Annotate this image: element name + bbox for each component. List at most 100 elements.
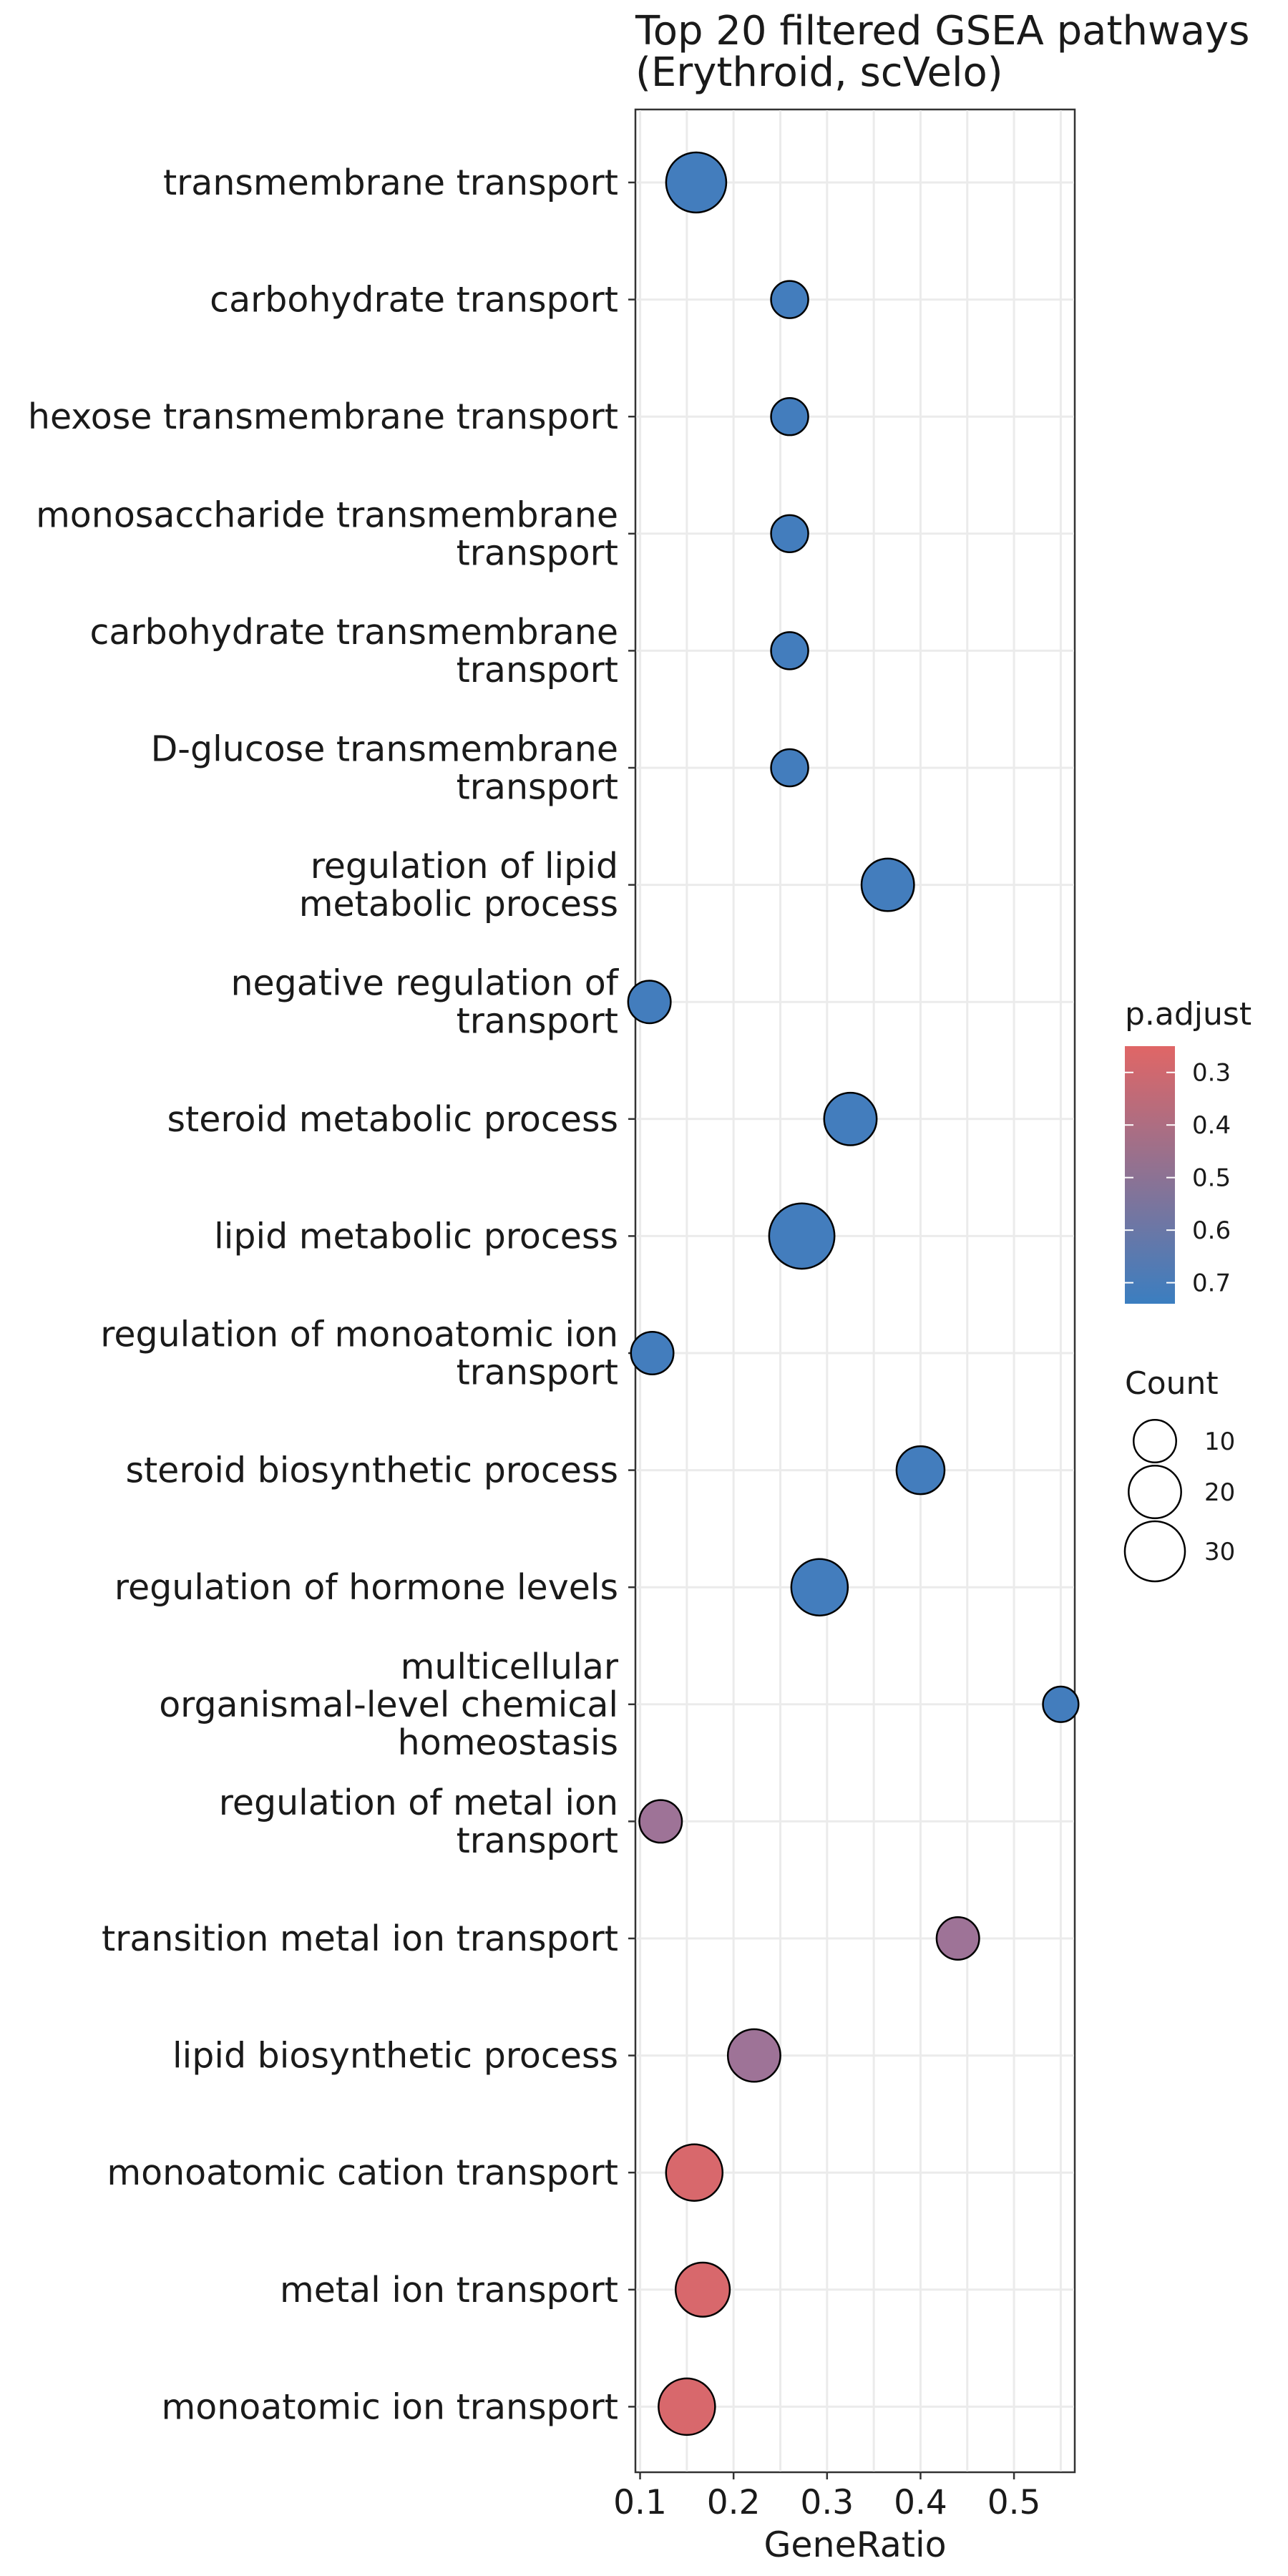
y-axis-label-line: monoatomic ion transport [162, 2386, 618, 2427]
y-axis-label-line: metal ion transport [280, 2270, 618, 2311]
color-legend-tick-label: 0.3 [1192, 1059, 1231, 1088]
y-axis-label-line: negative regulation of [230, 963, 619, 1004]
y-axis-label: lipid metabolic process [214, 1216, 618, 1257]
y-axis-label-line: regulation of hormone levels [114, 1567, 618, 1608]
y-axis-label: transmembrane transport [163, 162, 618, 203]
y-axis-label: monoatomic cation transport [107, 2152, 618, 2193]
size-legend-label: 10 [1204, 1428, 1235, 1456]
data-point [895, 1445, 946, 1496]
chart-title-line: (Erythroid, scVelo) [635, 49, 1003, 96]
y-axis-label-line: organismal-level chemical [159, 1684, 618, 1725]
y-axis-label-line: transport [457, 532, 618, 573]
data-point [770, 396, 809, 436]
y-axis-label-line: monoatomic cation transport [107, 2152, 618, 2193]
y-axis-label-line: multicellular [401, 1646, 619, 1687]
data-point [790, 1558, 849, 1616]
chart-title: Top 20 filtered GSEA pathways(Erythroid,… [635, 8, 1249, 96]
y-axis-label-line: lipid biosynthetic process [172, 2036, 618, 2077]
y-axis-label-line: transmembrane transport [163, 162, 618, 203]
chart-title-line: Top 20 filtered GSEA pathways [635, 8, 1249, 54]
y-axis-label-line: D-glucose transmembrane [151, 729, 618, 770]
data-point [770, 514, 809, 554]
y-axis-label-line: transport [457, 1352, 618, 1393]
color-legend: p.adjust 0.3 0.4 0.5 0.6 0.7 [1125, 996, 1252, 1304]
data-point [823, 1091, 878, 1146]
y-axis-label: lipid biosynthetic process [172, 2036, 618, 2077]
size-legend-circle [1123, 1520, 1186, 1583]
y-axis-label-line: transport [457, 650, 618, 691]
data-point [1042, 1685, 1080, 1723]
color-legend-tick-label: 0.7 [1192, 1269, 1231, 1298]
y-axis-label: monoatomic ion transport [162, 2386, 618, 2427]
y-axis-label: transition metal ion transport [102, 1918, 618, 1959]
data-point [770, 748, 809, 788]
y-axis-label-line: carbohydrate transport [210, 280, 618, 321]
y-axis-label-line: regulation of monoatomic ion [100, 1314, 618, 1355]
data-point [658, 2377, 716, 2436]
color-legend-title: p.adjust [1125, 996, 1252, 1033]
y-axis-label-line: transport [457, 767, 618, 808]
y-axis-label-line: lipid metabolic process [214, 1216, 618, 1257]
y-axis-label-line: steroid metabolic process [167, 1099, 618, 1140]
size-legend-circle [1128, 1465, 1182, 1519]
y-axis-label: negative regulation of transport [230, 963, 619, 1042]
y-axis-label-line: regulation of metal ion [219, 1782, 618, 1823]
data-point [860, 857, 915, 912]
y-axis-label-line: homeostasis [398, 1722, 618, 1763]
y-axis-label: steroid biosynthetic process [125, 1450, 618, 1491]
size-legend-circle [1132, 1418, 1178, 1464]
data-point [674, 2261, 731, 2318]
y-axis-label-line: carbohydrate transmembrane [89, 612, 618, 653]
y-axis-label-line: transport [457, 1820, 618, 1861]
y-axis-label: steroid metabolic process [167, 1099, 618, 1140]
data-point [935, 1916, 980, 1961]
size-legend-label: 20 [1204, 1478, 1235, 1507]
data-point [665, 2143, 724, 2202]
y-axis-label: carbohydrate transmembrane transport [89, 612, 618, 691]
y-axis-labels: transmembrane transport carbohydrate tran… [28, 162, 620, 2427]
data-point [627, 980, 672, 1025]
y-axis-label: D-glucose transmembrane transport [151, 729, 618, 808]
data-point [726, 2028, 781, 2083]
color-legend-tick-label: 0.4 [1192, 1111, 1231, 1140]
y-axis-label: regulation of lipid metabolic process [299, 846, 618, 924]
y-axis-ticks [628, 181, 635, 2408]
data-point [665, 151, 728, 214]
x-axis: 0.1 0.2 0.3 0.4 0.5 GeneRatio [613, 2472, 1040, 2565]
data-point [770, 280, 809, 319]
y-axis-label-line: monosaccharide transmembrane [36, 494, 618, 535]
y-axis-label-line: hexose transmembrane transport [28, 396, 618, 437]
size-legend: Count 10 20 30 [1123, 1365, 1235, 1583]
size-legend-title: Count [1125, 1365, 1219, 1402]
color-legend-tick-label: 0.5 [1192, 1164, 1231, 1193]
grid-lines [636, 110, 1074, 2472]
y-axis-label-line: regulation of lipid [311, 846, 618, 887]
y-axis-label: regulation of metal ion transport [219, 1782, 618, 1861]
x-axis-tick-label: 0.3 [800, 2483, 854, 2522]
panel-border [634, 108, 1076, 2474]
data-point [630, 1330, 675, 1376]
data-point [638, 1799, 683, 1844]
y-axis-label: carbohydrate transport [210, 280, 618, 321]
y-axis-label: regulation of hormone levels [114, 1567, 618, 1608]
y-axis-label: hexose transmembrane transport [28, 396, 618, 437]
y-axis-label-line: metabolic process [299, 884, 618, 924]
y-axis-label: multicellular organismal-level chemical ho… [159, 1646, 619, 1763]
plot-panel [634, 108, 1076, 2474]
y-axis-label: metal ion transport [280, 2270, 618, 2311]
size-legend-label: 30 [1204, 1538, 1235, 1566]
x-axis-tick-label: 0.1 [613, 2483, 667, 2522]
data-point [768, 1202, 836, 1270]
y-axis-label-line: transition metal ion transport [102, 1918, 618, 1959]
y-axis-label-line: steroid biosynthetic process [125, 1450, 618, 1491]
x-axis-title: GeneRatio [763, 2524, 946, 2565]
x-axis-tick-label: 0.2 [707, 2483, 761, 2522]
data-point [770, 631, 809, 670]
data-points [627, 151, 1080, 2436]
y-axis-label-line: transport [457, 1001, 618, 1042]
color-legend-tick-label: 0.6 [1192, 1216, 1231, 1245]
x-axis-tick-label: 0.5 [987, 2483, 1041, 2522]
x-axis-tick-label: 0.4 [894, 2483, 947, 2522]
